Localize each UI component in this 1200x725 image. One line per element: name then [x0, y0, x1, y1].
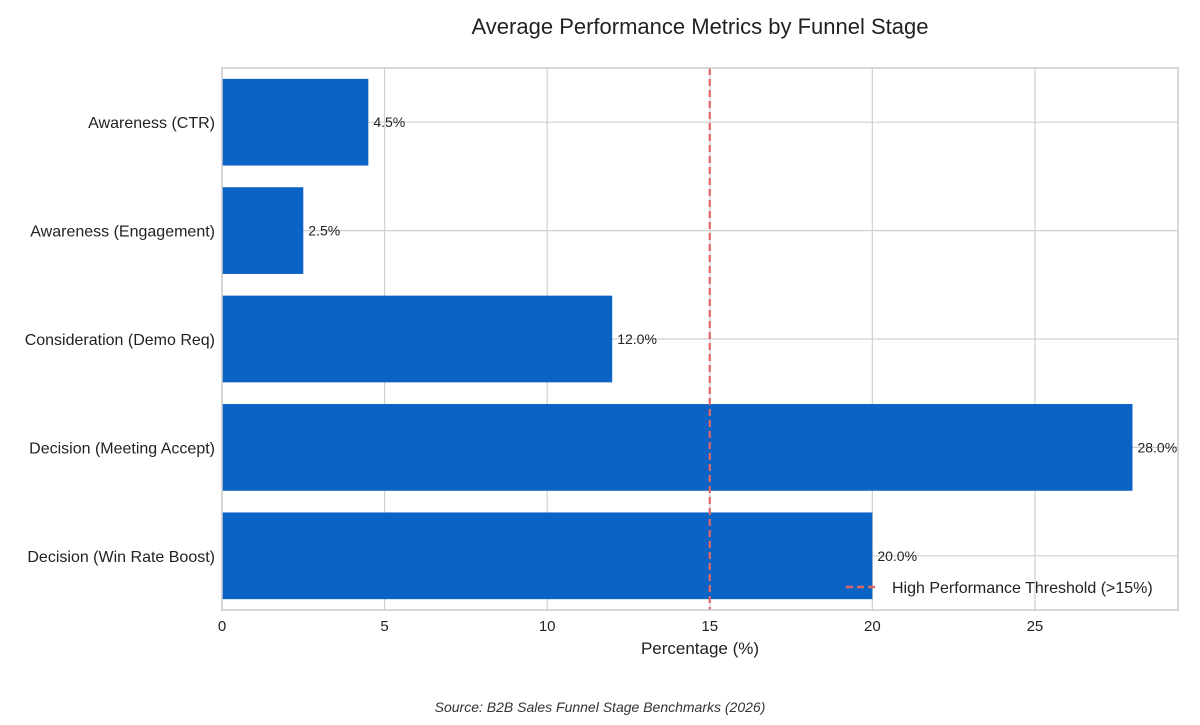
bar	[222, 404, 1133, 491]
bar	[222, 512, 873, 600]
chart-title: Average Performance Metrics by Funnel St…	[472, 14, 929, 39]
x-axis-label: Percentage (%)	[641, 639, 759, 658]
y-tick-labels: Awareness (CTR) Awareness (Engagement) Con…	[25, 115, 215, 566]
x-tick-labels: 0 5 10 15 20 25	[218, 618, 1043, 635]
x-tick-label: 25	[1027, 618, 1044, 635]
y-tick-label: Decision (Win Rate Boost)	[27, 549, 215, 566]
bars	[222, 78, 1133, 600]
bar-value-label: 2.5%	[308, 223, 340, 239]
x-tick-label: 5	[380, 618, 388, 635]
bar	[222, 78, 369, 166]
y-tick-label: Awareness (Engagement)	[30, 224, 215, 241]
bar-value-label: 20.0%	[877, 548, 917, 564]
bar	[222, 187, 304, 274]
x-tick-label: 0	[218, 618, 226, 635]
bar-value-label: 28.0%	[1137, 439, 1177, 455]
bar-value-label: 12.0%	[617, 331, 657, 347]
y-tick-label: Awareness (CTR)	[88, 115, 215, 132]
x-tick-label: 10	[539, 618, 556, 635]
y-tick-label: Decision (Meeting Accept)	[29, 440, 215, 457]
plot-frame	[221, 67, 1179, 611]
x-tick-label: 20	[864, 618, 881, 635]
bar-value-label: 4.5%	[373, 114, 405, 130]
y-tick-label: Consideration (Demo Req)	[25, 332, 215, 349]
bar	[222, 295, 613, 383]
source-note: Source: B2B Sales Funnel Stage Benchmark…	[435, 699, 766, 715]
legend: High Performance Threshold (>15%)	[846, 580, 1153, 597]
legend-label-threshold: High Performance Threshold (>15%)	[892, 580, 1153, 597]
bar-value-labels: 4.5% 2.5% 12.0% 28.0% 20.0%	[308, 114, 1177, 564]
x-tick-label: 15	[701, 618, 718, 635]
